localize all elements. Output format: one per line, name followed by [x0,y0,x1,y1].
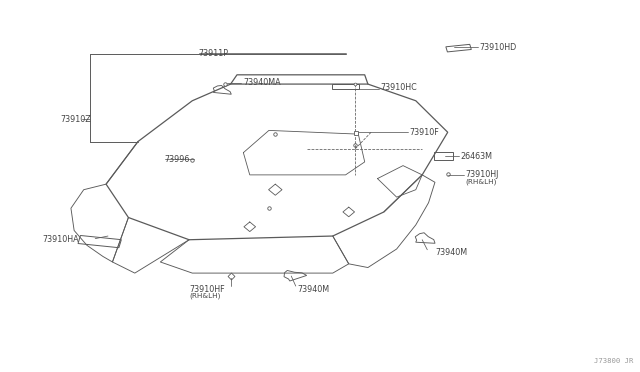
Text: 73910Z: 73910Z [60,115,91,124]
Text: (RH&LH): (RH&LH) [189,292,220,299]
Text: 73910HJ: 73910HJ [466,170,499,179]
Text: 73940M: 73940M [435,248,467,257]
Text: 73910HC: 73910HC [381,83,417,92]
Text: 73910HF: 73910HF [189,285,225,294]
Text: 73911P: 73911P [198,49,228,58]
Text: 73910HA: 73910HA [42,235,79,244]
Text: 73940M: 73940M [298,285,330,294]
Text: (RH&LH): (RH&LH) [466,178,497,185]
Text: 73996: 73996 [165,155,190,164]
Text: 73910HD: 73910HD [479,42,517,51]
Text: 26463M: 26463M [461,152,493,161]
Text: 73940MA: 73940MA [243,78,281,87]
Text: 73910F: 73910F [410,128,439,137]
Text: J73800 JR: J73800 JR [593,358,633,364]
